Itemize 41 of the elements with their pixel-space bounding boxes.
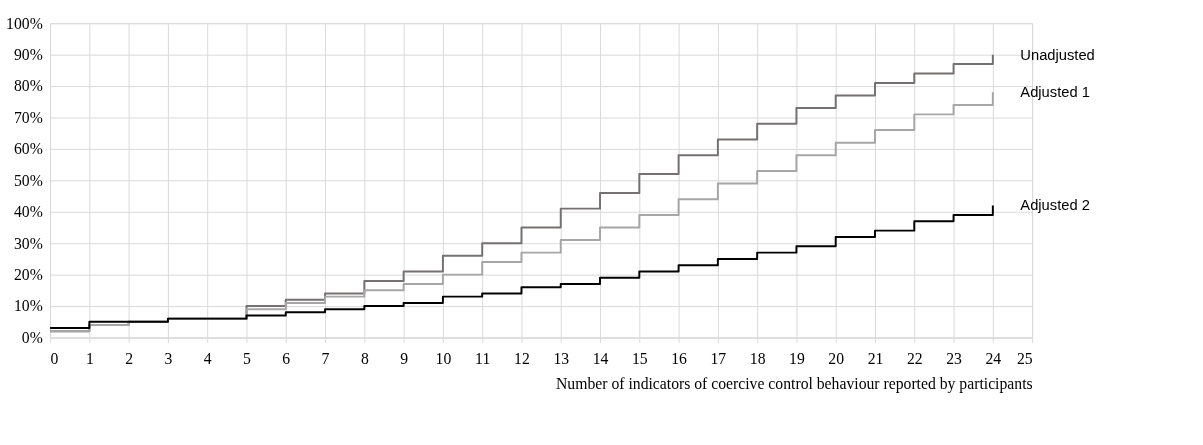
x-tick-label: 10 xyxy=(435,349,452,367)
x-tick-label: 16 xyxy=(671,349,688,367)
x-tick-label: 24 xyxy=(985,349,1002,367)
x-tick-label: 23 xyxy=(946,349,963,367)
x-tick-label: 4 xyxy=(203,349,212,367)
x-tick-label: 7 xyxy=(321,349,330,367)
x-tick-label: 9 xyxy=(400,349,409,367)
x-tick-label: 5 xyxy=(243,349,252,367)
x-tick-label: 22 xyxy=(906,349,923,367)
y-tick-label: 50% xyxy=(13,171,43,189)
y-tick-label: 80% xyxy=(13,77,43,95)
x-tick-label: 3 xyxy=(164,349,173,367)
x-tick-label: 14 xyxy=(592,349,609,367)
y-tick-label: 30% xyxy=(13,234,43,252)
x-tick-label: 13 xyxy=(553,349,570,367)
y-tick-label: 90% xyxy=(13,46,43,64)
x-tick-label: 18 xyxy=(749,349,766,367)
y-tick-label: 20% xyxy=(13,266,43,284)
x-tick-label: 17 xyxy=(710,349,727,367)
x-tick-label: 25 xyxy=(1016,349,1033,367)
series-label: Adjusted 2 xyxy=(1020,197,1090,214)
series-label: Unadjusted xyxy=(1020,46,1095,63)
y-tick-label: 40% xyxy=(13,203,43,221)
x-tick-label: 11 xyxy=(475,349,491,367)
x-tick-label: 12 xyxy=(514,349,530,367)
x-axis-title: Number of indicators of coercive control behaviour reported by participants xyxy=(556,375,1033,394)
x-tick-label: 20 xyxy=(828,349,845,367)
x-tick-label: 8 xyxy=(360,349,369,367)
x-tick-label: 19 xyxy=(789,349,805,367)
y-tick-label: 0% xyxy=(21,328,43,346)
y-tick-label: 70% xyxy=(13,108,43,126)
x-tick-label: 0 xyxy=(50,349,59,367)
series-label: Adjusted 1 xyxy=(1020,84,1090,101)
x-tick-label: 1 xyxy=(85,349,94,367)
y-tick-label: 60% xyxy=(13,140,43,158)
x-tick-label: 6 xyxy=(282,349,291,367)
x-tick-label: 21 xyxy=(867,349,884,367)
x-tick-label: 2 xyxy=(125,349,134,367)
y-tick-label: 100% xyxy=(6,14,43,32)
y-tick-label: 10% xyxy=(13,297,43,315)
x-tick-label: 15 xyxy=(631,349,648,367)
